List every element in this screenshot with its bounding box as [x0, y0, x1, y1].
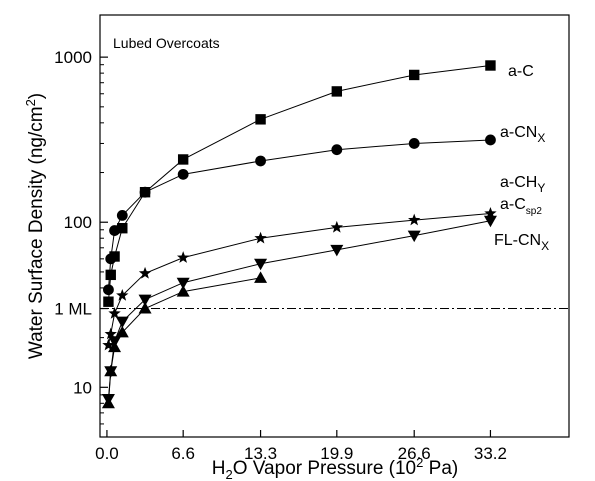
- data-point: [103, 296, 114, 307]
- series-line: [107, 139, 491, 290]
- data-point: [116, 288, 129, 301]
- one-ml-label: 1 ML: [54, 300, 92, 319]
- series-star: [102, 206, 497, 351]
- series-label: a-CHY: [500, 174, 545, 195]
- data-point: [408, 213, 421, 226]
- data-point: [330, 244, 344, 257]
- x-tick-label: 6.6: [171, 444, 195, 463]
- y-tick-label: 100: [64, 213, 92, 232]
- x-tick-label: 13.3: [244, 444, 277, 463]
- data-point: [254, 271, 268, 283]
- data-point: [255, 155, 266, 167]
- data-point: [176, 285, 190, 297]
- panel-title: Lubed Overcoats: [113, 35, 220, 51]
- data-point: [105, 269, 116, 281]
- series-label: FL-CNX: [494, 232, 549, 253]
- series-label: a-Csp2: [500, 196, 542, 217]
- y-axis-title: Water Surface Density (ng/cm2): [23, 93, 47, 359]
- data-point: [409, 69, 420, 81]
- data-point: [331, 86, 343, 97]
- data-point: [177, 168, 189, 180]
- data-point: [104, 364, 118, 377]
- x-tick-label: 0.0: [95, 444, 119, 463]
- data-point: [104, 327, 117, 340]
- data-point: [116, 209, 128, 221]
- series-line: [107, 212, 491, 346]
- x-axis-title: H2O Vapor Pressure (102 Pa): [212, 455, 458, 481]
- data-point: [485, 134, 496, 146]
- data-point: [331, 144, 343, 156]
- x-tick-label: 33.2: [474, 444, 507, 463]
- data-point: [176, 251, 190, 263]
- y-tick-label: 1000: [54, 48, 92, 67]
- data-point: [484, 206, 497, 219]
- series-line: [107, 65, 491, 302]
- series-triangle-up: [101, 271, 268, 409]
- x-tick-label: 19.9: [320, 444, 353, 463]
- data-point: [407, 230, 421, 243]
- data-point: [108, 306, 121, 319]
- data-point: [101, 396, 115, 409]
- data-point: [254, 231, 267, 244]
- data-point: [255, 114, 266, 125]
- data-point: [117, 223, 128, 234]
- data-point: [330, 220, 343, 233]
- data-point: [485, 60, 496, 71]
- data-point: [139, 186, 151, 198]
- y-tick-label: 10: [73, 378, 92, 397]
- data-point: [105, 253, 117, 265]
- series-label: a-CNX: [500, 124, 545, 145]
- data-point: [483, 215, 497, 228]
- data-point: [408, 138, 420, 149]
- data-point: [115, 325, 129, 338]
- data-point: [115, 316, 129, 329]
- data-point: [138, 302, 152, 314]
- series-circle: [103, 134, 496, 296]
- series-label: a-C: [508, 63, 534, 80]
- data-point: [138, 266, 152, 279]
- data-point: [177, 154, 189, 165]
- data-point: [109, 225, 120, 236]
- data-point: [138, 294, 152, 307]
- data-point: [254, 258, 268, 271]
- data-point: [103, 284, 114, 296]
- data-point: [176, 277, 190, 290]
- x-tick-label: 26.6: [398, 444, 431, 463]
- data-point: [108, 340, 122, 353]
- data-point: [102, 338, 115, 351]
